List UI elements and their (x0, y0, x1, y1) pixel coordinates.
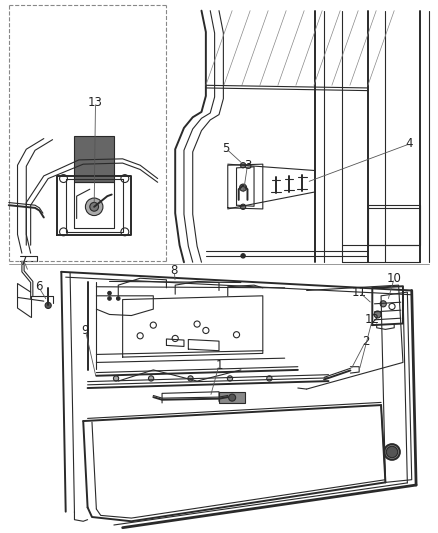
Circle shape (386, 446, 398, 458)
Circle shape (240, 204, 246, 209)
Bar (219, 392, 245, 403)
Circle shape (380, 301, 386, 307)
Circle shape (108, 292, 111, 295)
Text: 13: 13 (88, 96, 103, 109)
Circle shape (85, 198, 103, 215)
Text: 2: 2 (362, 335, 370, 348)
Text: 5: 5 (222, 142, 229, 155)
Circle shape (117, 297, 120, 300)
Circle shape (267, 376, 272, 381)
Circle shape (374, 311, 381, 318)
Circle shape (148, 376, 154, 381)
Text: 6: 6 (35, 280, 42, 293)
Bar (74, 136, 114, 182)
Circle shape (188, 376, 193, 381)
Circle shape (227, 376, 233, 381)
Text: 8: 8 (171, 264, 178, 277)
Text: 12: 12 (365, 313, 380, 326)
Circle shape (241, 254, 245, 258)
Text: 4: 4 (406, 138, 413, 150)
Text: 1: 1 (215, 359, 223, 372)
Text: 7: 7 (20, 255, 28, 268)
Text: 11: 11 (352, 286, 367, 298)
Text: 3: 3 (244, 159, 251, 172)
Circle shape (90, 203, 99, 211)
Circle shape (384, 444, 400, 460)
Circle shape (108, 297, 111, 300)
Text: 9: 9 (81, 324, 89, 337)
Circle shape (229, 394, 236, 401)
Circle shape (240, 184, 247, 191)
Circle shape (240, 163, 246, 168)
Circle shape (45, 302, 51, 309)
Circle shape (113, 376, 119, 381)
Text: 10: 10 (387, 272, 402, 285)
